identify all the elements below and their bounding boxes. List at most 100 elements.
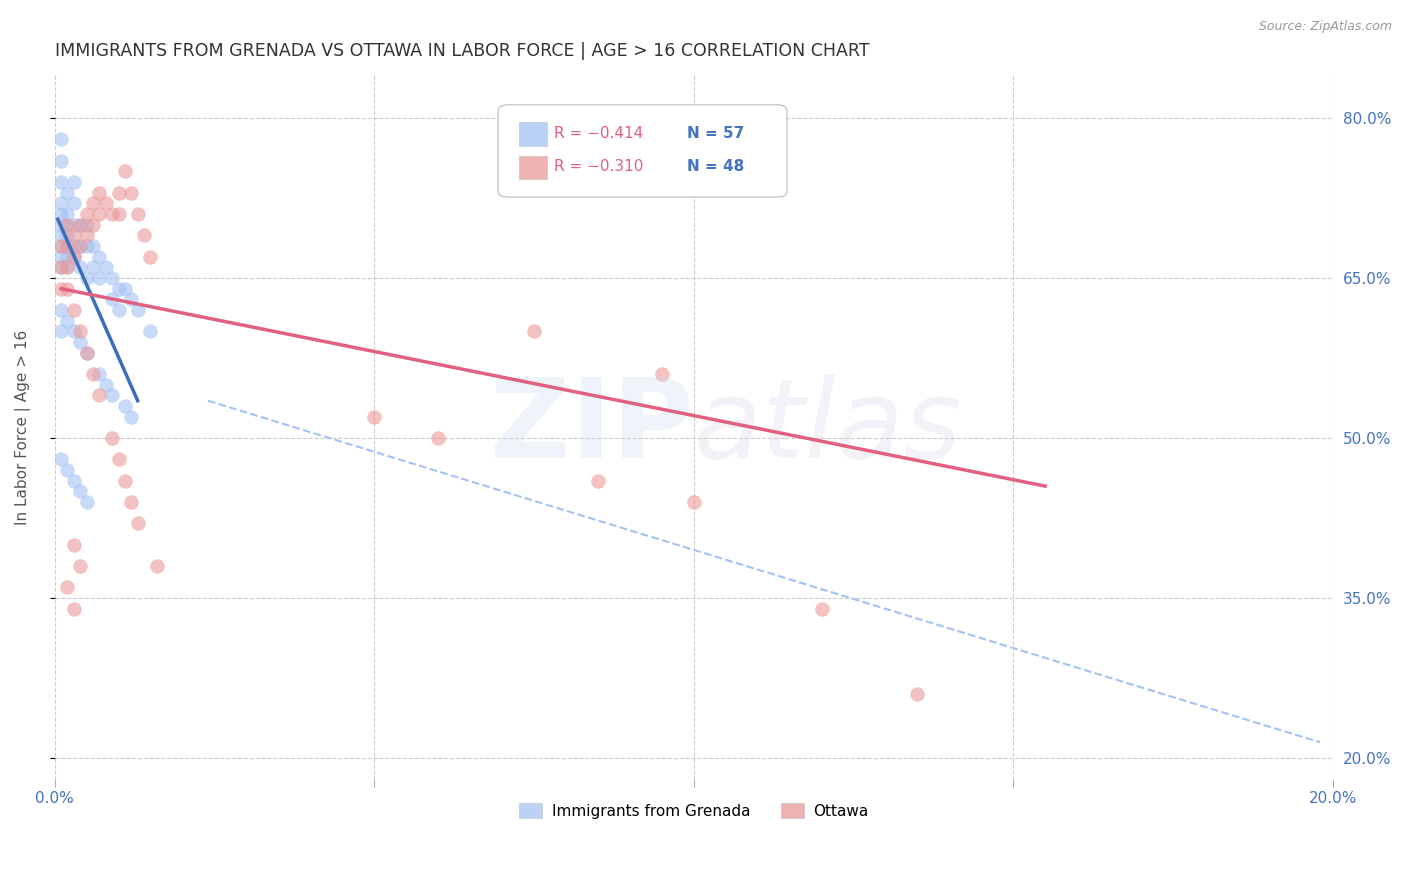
Point [56,282,79,296]
Point [586,474,609,488]
Point [146,559,169,574]
Point [56,239,79,253]
Point [62,196,84,211]
Point [62,303,84,318]
Point [127,207,149,221]
Point [89,388,111,402]
Point [94,196,117,211]
Point [62,474,84,488]
Point [120,409,142,424]
Point [56,314,79,328]
Text: Source: ZipAtlas.com: Source: ZipAtlas.com [1258,20,1392,33]
Point [62,324,84,338]
Point [94,377,117,392]
Point [56,218,79,232]
Point [56,581,79,595]
Bar [519,122,547,145]
Point [89,186,111,200]
Point [62,239,84,253]
Point [89,250,111,264]
Point [76,495,98,509]
Point [82,260,104,275]
Point [905,687,928,701]
Point [82,239,104,253]
Point [62,250,84,264]
Point [76,271,98,285]
Point [363,409,385,424]
Point [101,431,124,445]
Point [107,186,129,200]
Point [76,218,98,232]
Point [49,250,72,264]
Point [76,345,98,359]
Point [76,239,98,253]
Point [69,239,91,253]
Point [56,260,79,275]
Point [62,228,84,243]
Point [69,260,91,275]
Point [62,175,84,189]
Point [49,324,72,338]
Point [114,282,136,296]
Point [107,303,129,318]
Point [49,452,72,467]
Point [56,207,79,221]
Legend: Immigrants from Grenada, Ottawa: Immigrants from Grenada, Ottawa [513,797,875,825]
Point [69,559,91,574]
Point [101,271,124,285]
Point [49,239,72,253]
Point [101,293,124,307]
Point [62,538,84,552]
Point [114,399,136,413]
Point [89,271,111,285]
Point [76,345,98,359]
Point [69,324,91,338]
Point [89,207,111,221]
Point [651,367,673,381]
Point [62,250,84,264]
Text: ZIP: ZIP [491,374,693,481]
Point [69,218,91,232]
Point [49,175,72,189]
Point [49,303,72,318]
Point [49,228,72,243]
Point [62,602,84,616]
Point [101,388,124,402]
Point [120,495,142,509]
Point [107,282,129,296]
Text: R = −0.310: R = −0.310 [554,160,644,174]
Point [82,367,104,381]
Point [76,207,98,221]
Bar [519,155,547,178]
Text: atlas: atlas [693,374,962,481]
Point [89,367,111,381]
Point [114,164,136,178]
Text: N = 48: N = 48 [688,160,745,174]
Point [82,218,104,232]
Point [56,250,79,264]
Text: IMMIGRANTS FROM GRENADA VS OTTAWA IN LABOR FORCE | AGE > 16 CORRELATION CHART: IMMIGRANTS FROM GRENADA VS OTTAWA IN LAB… [55,42,869,60]
Point [139,250,162,264]
Point [49,260,72,275]
Point [810,602,832,616]
Point [56,218,79,232]
Point [49,196,72,211]
Point [56,463,79,477]
Point [49,239,72,253]
Point [427,431,450,445]
Point [69,484,91,499]
Point [76,228,98,243]
Point [139,324,162,338]
Point [69,218,91,232]
Point [682,495,704,509]
Point [107,207,129,221]
Point [82,196,104,211]
Point [49,207,72,221]
Point [62,218,84,232]
Point [107,452,129,467]
Point [56,186,79,200]
Point [56,239,79,253]
Point [114,474,136,488]
Point [523,324,546,338]
Point [49,282,72,296]
